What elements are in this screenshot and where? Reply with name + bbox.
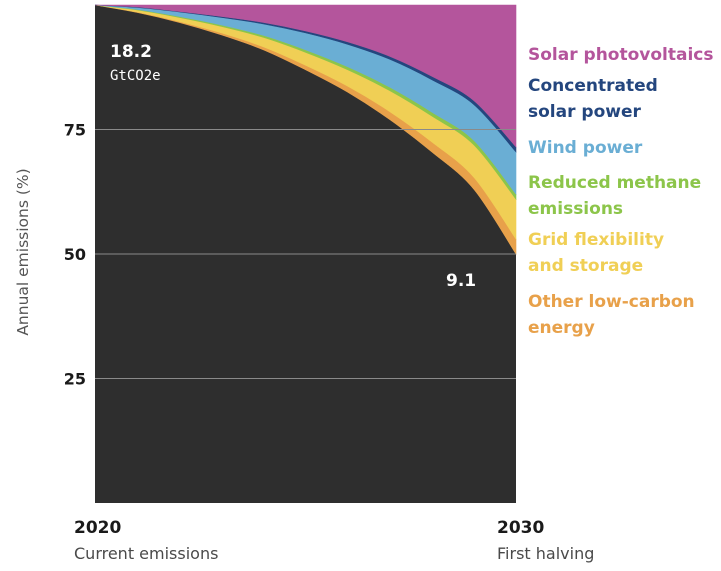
legend-label: Solar photovoltaics [528, 45, 714, 65]
start-value-annotation: 18.2 [110, 42, 152, 62]
legend-label: Reduced methane [528, 173, 701, 193]
legend-item-solar-photovoltaics: Solar photovoltaics [528, 45, 714, 65]
area-solar-photovoltaics [94, 4, 517, 148]
legend-item-other-low-carbon-energy: Other low-carbon energy [528, 292, 695, 338]
y-tick-label-75: 75 [64, 121, 86, 140]
y-tick-label-50: 50 [64, 245, 86, 264]
legend-label: Grid flexibility [528, 230, 664, 250]
x-label-start-sub: Current emissions [74, 544, 218, 563]
gridlines [95, 129, 516, 379]
legend-item-reduced-methane-emissions: Reduced methane emissions [528, 173, 701, 219]
end-value-annotation: 9.1 [446, 271, 476, 291]
start-unit-annotation: GtCO2e [110, 68, 161, 84]
x-label-end-year: 2030 [497, 518, 544, 538]
legend-label: energy [528, 318, 595, 338]
legend-label: emissions [528, 199, 623, 219]
y-axis-label: Annual emissions (%) [14, 168, 32, 335]
legend-label: and storage [528, 256, 643, 276]
y-tick-label-25: 25 [64, 370, 86, 389]
legend-label: solar power [528, 102, 641, 122]
legend-label: Wind power [528, 138, 643, 158]
legend-item-wind-power: Wind power [528, 138, 643, 158]
legend-item-grid-flexibility-and-storage: Grid flexibility and storage [528, 230, 664, 276]
legend: Solar photovoltaics Concentrated solar pow… [528, 45, 714, 338]
legend-label: Concentrated [528, 76, 658, 96]
legend-label: Other low-carbon [528, 292, 695, 312]
x-label-start-year: 2020 [74, 518, 121, 538]
y-ticks: 25 50 75 [64, 121, 86, 389]
legend-item-concentrated-solar-power: Concentrated solar power [528, 76, 658, 122]
x-label-end-sub: First halving [497, 544, 594, 563]
